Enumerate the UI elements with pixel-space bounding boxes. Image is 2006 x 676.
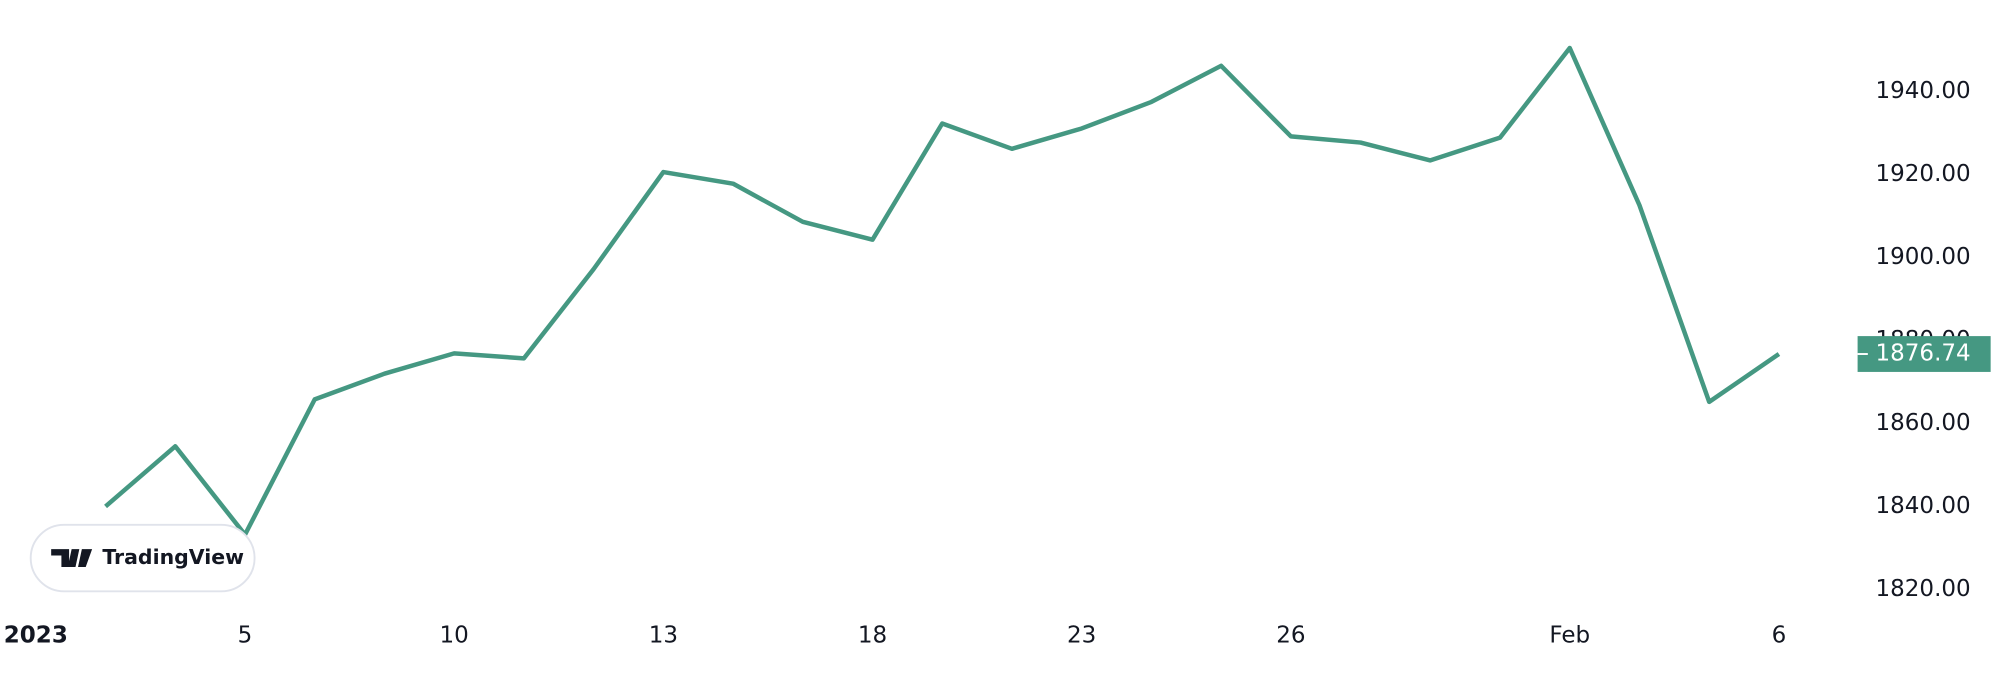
y-tick-label: 1840.00 bbox=[1876, 493, 1971, 519]
last-price-badge bbox=[1857, 336, 1991, 372]
logo-text: TradingView bbox=[102, 545, 244, 569]
x-tick-label: 2023 bbox=[4, 623, 68, 649]
x-tick-label: 5 bbox=[238, 623, 253, 649]
last-price-label: 1876.74 bbox=[1876, 341, 1971, 367]
logo[interactable]: TradingView bbox=[29, 523, 256, 593]
x-tick-label: 23 bbox=[1067, 623, 1096, 649]
y-tick-label: 1900.00 bbox=[1876, 244, 1971, 270]
x-tick-label: 10 bbox=[440, 623, 469, 649]
x-tick-label: 13 bbox=[649, 623, 678, 649]
x-tick-label: 18 bbox=[858, 623, 887, 649]
y-tick-label: 1940.00 bbox=[1876, 78, 1971, 104]
price-line bbox=[104, 45, 1781, 537]
y-tick-label: 1860.00 bbox=[1876, 410, 1971, 436]
x-tick-label: 6 bbox=[1772, 623, 1787, 649]
x-tick-label: 26 bbox=[1276, 623, 1305, 649]
logo-icon bbox=[51, 549, 93, 568]
y-tick-label: 1820.00 bbox=[1876, 576, 1971, 602]
logo-badge[interactable] bbox=[29, 523, 256, 593]
x-tick-label: Feb bbox=[1549, 623, 1590, 649]
y-tick-label: 1920.00 bbox=[1876, 161, 1971, 187]
